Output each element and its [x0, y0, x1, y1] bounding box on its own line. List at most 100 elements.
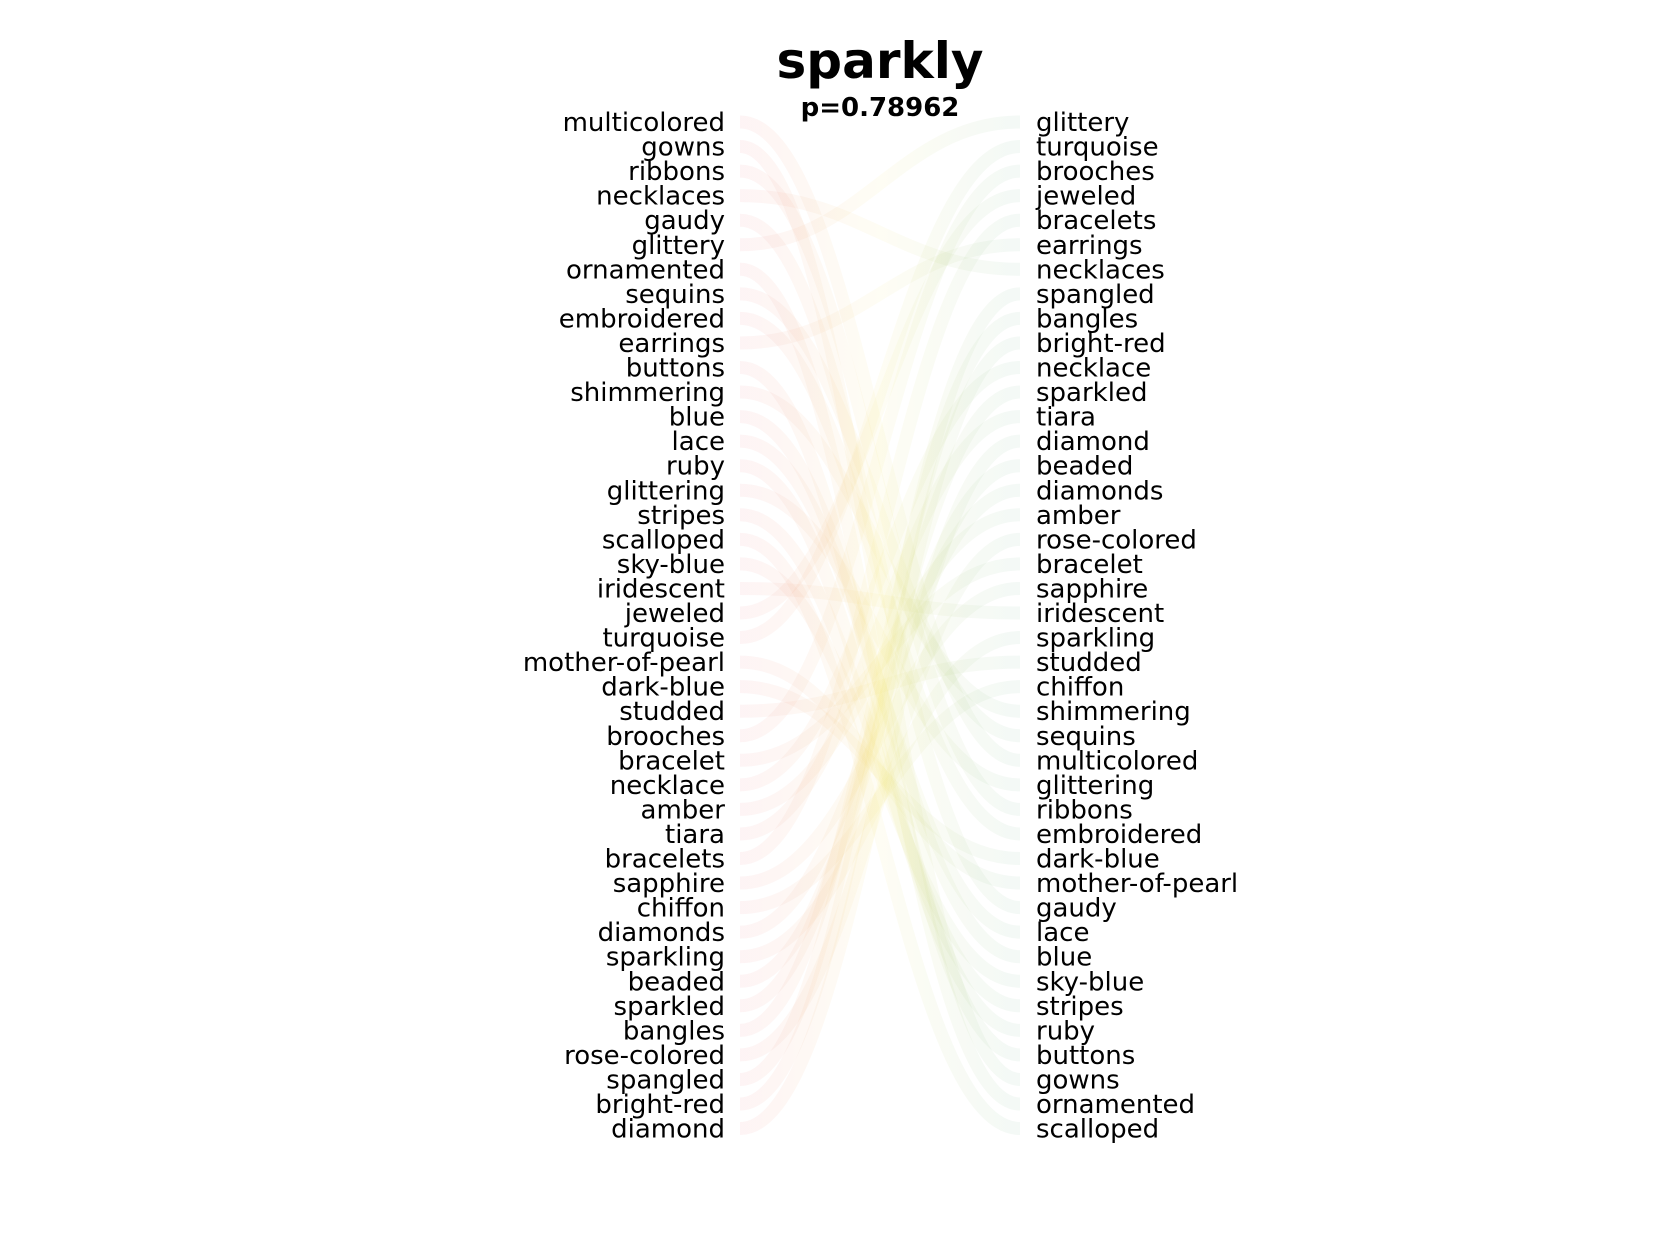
right-label: buttons: [1036, 1041, 1135, 1071]
right-label: lace: [1036, 918, 1089, 948]
link-necklaces: [739, 189, 1021, 276]
left-label: beaded: [628, 967, 725, 997]
link-bracelets: [739, 213, 1021, 865]
right-labels: glitteryturquoisebroochesjeweledbracelet…: [1035, 108, 1238, 1145]
left-label: bright-red: [595, 1090, 725, 1120]
left-label: glittery: [632, 231, 725, 261]
chart-subtitle: p=0.78962: [801, 93, 960, 123]
left-label: spangled: [606, 1065, 725, 1095]
right-label: ruby: [1036, 1016, 1095, 1046]
right-label: ribbons: [1036, 795, 1133, 825]
left-label: diamond: [611, 1115, 725, 1145]
right-label: diamonds: [1036, 476, 1163, 506]
left-label: ornamented: [566, 255, 725, 285]
right-label: studded: [1036, 648, 1142, 678]
left-label: bracelet: [618, 746, 725, 776]
left-label: turquoise: [602, 624, 725, 654]
left-label: studded: [619, 697, 725, 727]
left-label: sapphire: [613, 869, 725, 899]
right-label: diamond: [1036, 427, 1150, 457]
left-label: lace: [672, 427, 725, 457]
link-spangled: [739, 287, 1021, 1086]
link-tiara: [739, 410, 1021, 841]
left-label: blue: [669, 403, 725, 433]
right-label: iridescent: [1036, 599, 1164, 629]
left-label: necklace: [610, 771, 725, 801]
right-label: dark-blue: [1036, 845, 1160, 875]
right-label: gaudy: [1036, 894, 1117, 924]
left-label: amber: [641, 795, 726, 825]
left-label: multicolored: [563, 108, 725, 138]
right-label: stripes: [1036, 992, 1124, 1022]
right-label: glittering: [1036, 771, 1154, 801]
left-label: tiara: [665, 820, 725, 850]
left-label: mother-of-pearl: [523, 648, 725, 678]
left-label: dark-blue: [601, 673, 725, 703]
left-label: sequins: [625, 280, 725, 310]
left-label: embroidered: [559, 304, 725, 334]
right-label: mother-of-pearl: [1036, 869, 1238, 899]
right-label: embroidered: [1036, 820, 1202, 850]
right-label: bright-red: [1036, 329, 1166, 359]
right-label: multicolored: [1036, 746, 1198, 776]
link-bright-red: [739, 336, 1021, 1111]
link-diamond: [739, 434, 1021, 1136]
right-label: brooches: [1036, 157, 1155, 187]
right-label: jeweled: [1035, 182, 1136, 212]
right-label: spangled: [1036, 280, 1155, 310]
right-label: necklaces: [1036, 255, 1165, 285]
link-scalloped: [739, 532, 1021, 1136]
left-label: ribbons: [628, 157, 725, 187]
left-label: scalloped: [602, 525, 725, 555]
left-labels: multicoloredgownsribbonsnecklacesgaudygl…: [523, 108, 725, 1145]
left-label: rose-colored: [564, 1041, 725, 1071]
right-label: bracelets: [1036, 206, 1156, 236]
right-label: rose-colored: [1036, 525, 1197, 555]
left-label: iridescent: [597, 574, 725, 604]
right-label: bangles: [1036, 304, 1138, 334]
chart-title: sparkly: [777, 32, 984, 90]
left-label: brooches: [606, 722, 725, 752]
right-label: scalloped: [1036, 1115, 1159, 1145]
rank-links: [738, 115, 1022, 1136]
left-label: earrings: [618, 329, 725, 359]
left-label: glittering: [607, 476, 725, 506]
right-label: tiara: [1036, 403, 1096, 433]
link-turquoise: [739, 140, 1021, 645]
left-label: stripes: [637, 501, 725, 531]
left-label: diamonds: [598, 918, 725, 948]
left-label: sparkled: [614, 992, 725, 1022]
right-label: beaded: [1036, 452, 1133, 482]
right-label: ornamented: [1036, 1090, 1195, 1120]
left-label: jeweled: [624, 599, 725, 629]
right-label: blue: [1036, 943, 1092, 973]
right-label: turquoise: [1036, 133, 1159, 163]
right-label: glittery: [1036, 108, 1129, 138]
right-label: earrings: [1036, 231, 1143, 261]
right-label: sequins: [1036, 722, 1136, 752]
right-label: shimmering: [1036, 697, 1191, 727]
right-label: sky-blue: [1036, 967, 1144, 997]
left-label: sparkling: [606, 943, 725, 973]
left-label: ruby: [666, 452, 725, 482]
left-label: sky-blue: [617, 550, 725, 580]
left-label: shimmering: [570, 378, 725, 408]
left-label: chiffon: [637, 894, 725, 924]
right-label: gowns: [1036, 1065, 1120, 1095]
left-label: bracelets: [605, 845, 725, 875]
right-label: amber: [1036, 501, 1121, 531]
right-label: sparkling: [1036, 624, 1155, 654]
right-label: sapphire: [1036, 574, 1148, 604]
left-label: buttons: [626, 354, 725, 384]
left-label: bangles: [623, 1016, 725, 1046]
right-label: bracelet: [1036, 550, 1143, 580]
link-brooches: [739, 164, 1021, 743]
left-label: necklaces: [596, 182, 725, 212]
link-glittery: [739, 115, 1021, 252]
left-label: gaudy: [644, 206, 725, 236]
right-label: sparkled: [1036, 378, 1147, 408]
right-label: necklace: [1036, 354, 1151, 384]
left-label: gowns: [641, 133, 725, 163]
right-label: chiffon: [1036, 673, 1124, 703]
